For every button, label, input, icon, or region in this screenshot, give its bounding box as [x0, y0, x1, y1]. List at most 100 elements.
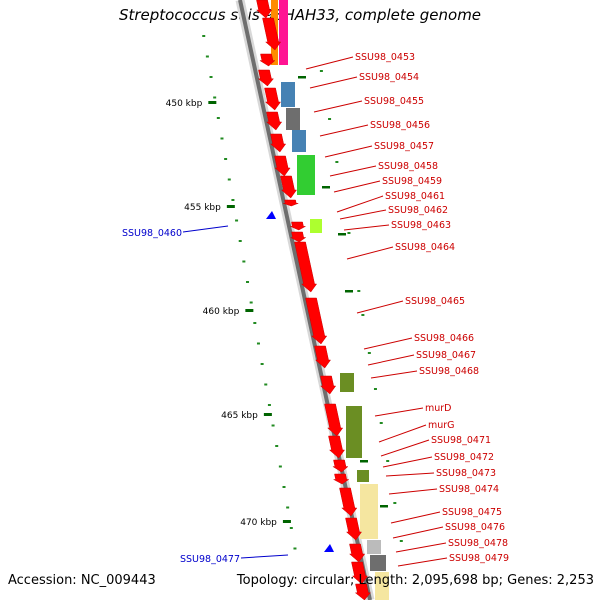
gene-label: SSU98_0475 [442, 507, 502, 518]
scale-dash [380, 505, 388, 508]
gene-label: SSU98_0468 [419, 366, 479, 377]
cog-block [286, 108, 300, 130]
cog-block [279, 0, 288, 65]
scale-tick [245, 309, 254, 312]
cog-block [367, 540, 381, 554]
label-leader [346, 246, 394, 260]
gene-label: SSU98_0473 [436, 468, 496, 479]
tick-dot [242, 260, 246, 263]
tick-dot [224, 158, 228, 160]
tick-dot [271, 424, 275, 427]
scale-tick [208, 101, 217, 104]
gene-label: SSU98_0465 [405, 296, 465, 307]
tick-dot [253, 322, 257, 324]
scale-dash [345, 290, 353, 293]
scale-label: 455 kbp [184, 203, 221, 213]
tick-dot [205, 55, 209, 58]
label-leader [363, 337, 413, 350]
label-leader [380, 439, 430, 457]
gene-arrow [274, 155, 291, 177]
gene-label: SSU98_0461 [385, 191, 445, 202]
tick-dot [393, 502, 397, 504]
gene-arrow [262, 17, 282, 51]
scale-dash [322, 186, 330, 189]
tick-dot [213, 96, 217, 99]
label-leader [378, 424, 427, 443]
gene-label: SSU98_0463 [391, 220, 451, 231]
label-leader [339, 209, 387, 220]
tick-dot [249, 301, 253, 304]
gene-arrow [255, 0, 273, 19]
gene-feature-layer [255, 0, 371, 600]
tick-dot [209, 76, 213, 78]
gene-label: SSU98_0457 [374, 141, 434, 152]
gene-label-reverse: SSU98_0477 [180, 554, 240, 565]
label-leader [388, 488, 438, 495]
scale-label: 450 kbp [166, 99, 203, 109]
genome-summary: Topology: circular; Length: 2,095,698 bp… [236, 573, 594, 588]
gene-label: SSU98_0453 [355, 52, 415, 63]
label-leader [324, 145, 373, 158]
gene-label: SSU98_0479 [449, 553, 509, 564]
label-leader [390, 511, 441, 524]
gene-label: SSU98_0478 [448, 538, 508, 549]
gene-arrow [354, 583, 371, 600]
label-leader [343, 224, 390, 231]
tick-dot [373, 388, 377, 390]
gene-arrow [333, 473, 350, 485]
gene-label: SSU98_0454 [359, 72, 419, 83]
gene-arrow [348, 543, 366, 563]
cog-block [292, 130, 306, 152]
tick-dot [278, 465, 282, 468]
tick-dot [293, 547, 297, 550]
label-leader [309, 76, 358, 89]
gene-arrow [324, 403, 344, 437]
label-leader [367, 354, 415, 366]
gene-arrow [280, 175, 298, 199]
tick-dot [399, 540, 403, 542]
tick-dot [361, 314, 365, 316]
label-leader [392, 526, 444, 539]
label-leader [356, 300, 404, 314]
scale-dash [298, 76, 306, 79]
gene-arrow [345, 517, 363, 541]
reverse-gene-arrow [266, 211, 276, 219]
tick-dot [379, 422, 383, 424]
label-leader [329, 165, 377, 177]
tick-dot [246, 281, 250, 283]
gene-label-reverse: SSU98_0460 [122, 228, 182, 239]
gene-label-layer: SSU98_0453 SSU98_0454 SSU98_0455 SSU98_0456… [122, 52, 509, 567]
tick-dot [235, 219, 239, 222]
gene-arrow [305, 297, 328, 345]
label-leader [319, 124, 369, 137]
label-leader-blue [240, 554, 289, 559]
tick-dot [267, 404, 271, 406]
gene-label: SSU98_0464 [395, 242, 455, 253]
cog-block [357, 470, 369, 482]
label-leader [382, 456, 433, 468]
gene-arrow [294, 241, 318, 293]
tick-dot [238, 240, 242, 242]
gene-label: SSU98_0467 [416, 350, 476, 361]
gene-arrow [351, 561, 369, 585]
tick-dot [227, 178, 231, 181]
tick-dot [256, 342, 260, 345]
tick-dot [264, 383, 268, 386]
label-leader [395, 542, 447, 553]
gene-arrow [259, 53, 276, 67]
scale-tick [226, 205, 235, 208]
label-leader [397, 557, 448, 567]
gene-label: SSU98_0474 [439, 484, 499, 495]
scale-tick [282, 520, 291, 523]
cog-block [310, 219, 322, 233]
label-leader [336, 195, 384, 213]
label-leader [313, 100, 363, 113]
cog-block [281, 82, 295, 107]
label-leader [305, 56, 354, 70]
tick-dot [282, 486, 286, 488]
cog-block [375, 572, 389, 600]
gene-arrow [314, 345, 332, 369]
scale-dash [360, 460, 368, 463]
